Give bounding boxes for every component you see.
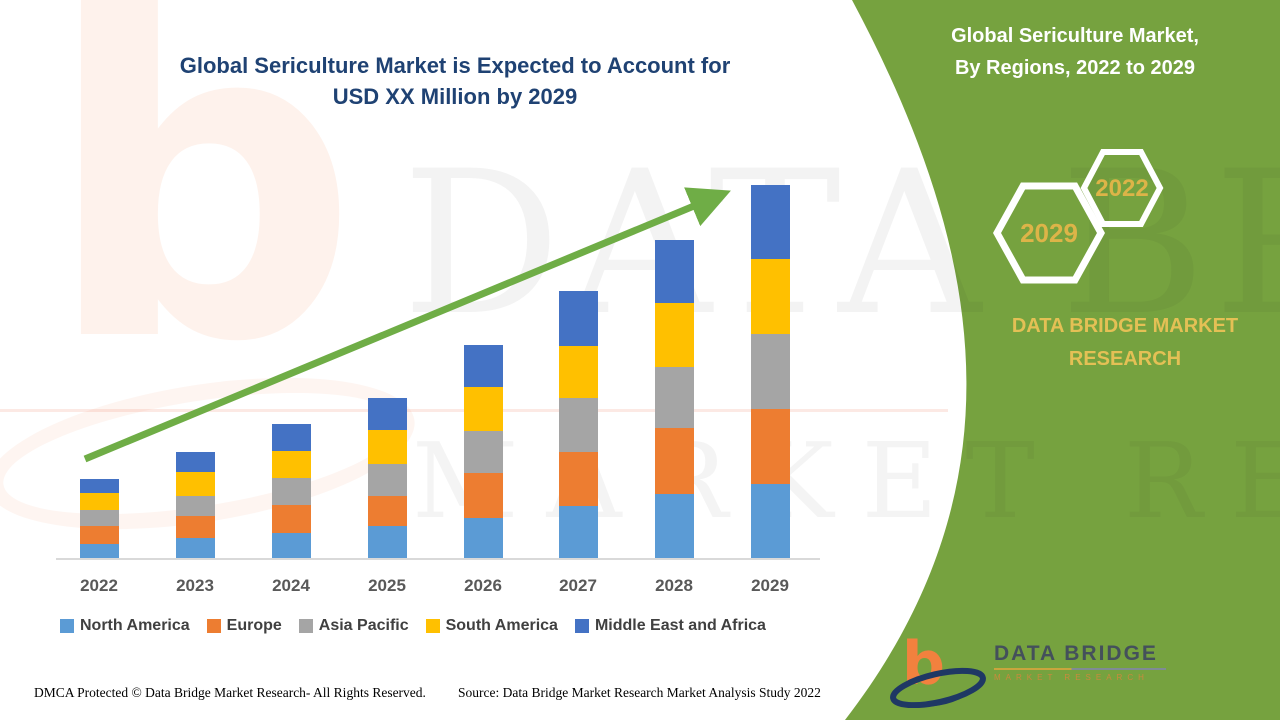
chart-title: Global Sericulture Market is Expected to… <box>105 50 805 112</box>
bar-segment-south-america <box>558 346 598 398</box>
x-axis-label: 2024 <box>272 576 310 595</box>
bar-segment-north-america <box>175 538 215 559</box>
x-axis-line <box>56 558 820 560</box>
bar-segment-north-america <box>654 494 694 559</box>
legend: North America Europe Asia Pacific South Ame… <box>60 617 766 635</box>
year-hexagons: 2022 2029 <box>993 149 1164 284</box>
legend-swatch <box>298 619 313 633</box>
bar-segment-asia-pacific <box>175 496 215 516</box>
x-axis-label: 2026 <box>464 576 502 595</box>
x-axis-label: 2029 <box>751 576 789 595</box>
bar-segment-asia-pacific <box>271 478 311 505</box>
bar-segment-europe <box>175 516 215 538</box>
bar-segment-north-america <box>463 518 503 559</box>
legend-swatch <box>425 619 440 633</box>
legend-item: Europe <box>206 617 282 635</box>
legend-label: Middle East and Africa <box>594 617 766 634</box>
dbmr-logo: b DATA BRIDGE MARKET RESEARCH <box>888 630 1166 708</box>
bar-segment-north-america <box>750 484 790 559</box>
bar-segment-middle-east-and-africa <box>271 424 311 451</box>
svg-text:b: b <box>902 630 945 699</box>
bar-segment-asia-pacific <box>750 334 790 409</box>
dbmr-logo-underline <box>994 668 1166 670</box>
bar-segment-south-america <box>750 259 790 334</box>
bar-segment-europe <box>367 496 407 526</box>
bar-segment-asia-pacific <box>79 510 119 526</box>
legend-label: Europe <box>226 617 282 634</box>
bar-segment-middle-east-and-africa <box>750 185 790 259</box>
bar-segment-asia-pacific <box>558 398 598 452</box>
x-axis-label: 2022 <box>80 576 118 595</box>
bar-segment-middle-east-and-africa <box>558 291 598 346</box>
bar-segment-south-america <box>367 430 407 464</box>
x-axis-label: 2023 <box>176 576 214 595</box>
bar-segment-middle-east-and-africa <box>654 240 694 303</box>
dbmr-logo-subtitle: MARKET RESEARCH <box>994 673 1149 682</box>
bar-segment-europe <box>463 473 503 518</box>
legend-label: North America <box>80 617 190 634</box>
dmca-notice: DMCA Protected © Data Bridge Market Rese… <box>34 685 426 700</box>
side-panel-title: Global Sericulture Market, By Regions, 2… <box>875 20 1275 84</box>
dbmr-logo-mark: b <box>890 630 986 708</box>
brand-line1: DATA BRIDGE MARKET <box>1011 315 1239 337</box>
hexagon-2029-label: 2029 <box>1020 218 1078 248</box>
bar-segment-middle-east-and-africa <box>463 345 503 387</box>
bar-segment-asia-pacific <box>463 431 503 473</box>
legend-swatch <box>206 619 221 633</box>
x-axis-label: 2028 <box>655 576 693 595</box>
bar-segment-europe <box>558 452 598 506</box>
hexagon-2022 <box>1080 149 1164 227</box>
bar-segment-north-america <box>558 506 598 559</box>
hexagon-2029 <box>993 182 1105 284</box>
legend-swatch <box>574 619 589 633</box>
bar-segment-asia-pacific <box>654 367 694 428</box>
legend-label: South America <box>445 617 558 634</box>
legend-item: North America <box>60 617 190 635</box>
side-panel-title-line1: Global Sericulture Market, <box>951 25 1199 47</box>
bar-segment-europe <box>79 526 119 544</box>
bar-segment-north-america <box>79 544 119 559</box>
bar-segment-europe <box>271 505 311 533</box>
hexagon-2022-label: 2022 <box>1095 175 1148 202</box>
bar-segment-south-america <box>79 493 119 510</box>
legend-label: Asia Pacific <box>318 617 409 634</box>
legend-item: South America <box>425 617 558 635</box>
bar-segment-asia-pacific <box>367 464 407 496</box>
dbmr-logo-title: DATA BRIDGE <box>994 642 1158 665</box>
bar-segment-south-america <box>463 387 503 431</box>
source-note: Source: Data Bridge Market Research Mark… <box>458 685 821 700</box>
bar-segment-middle-east-and-africa <box>79 479 119 493</box>
x-axis-label: 2025 <box>368 576 406 595</box>
bar-segment-north-america <box>271 533 311 559</box>
legend-item: Asia Pacific <box>298 617 409 635</box>
chart-title-line1: Global Sericulture Market is Expected to… <box>179 53 731 78</box>
brand-wordmark: DATA BRIDGE MARKET RESEARCH <box>955 310 1280 376</box>
bar-segment-south-america <box>271 451 311 478</box>
bar-segment-middle-east-and-africa <box>175 452 215 472</box>
bar-segment-north-america <box>367 526 407 559</box>
side-panel-title-line2: By Regions, 2022 to 2029 <box>954 57 1196 79</box>
bar-segment-south-america <box>175 472 215 496</box>
bar-segment-europe <box>654 428 694 494</box>
x-axis-label: 2027 <box>559 576 597 595</box>
bar-segment-middle-east-and-africa <box>367 398 407 430</box>
dbmr-logo-text: DATA BRIDGE MARKET RESEARCH <box>994 630 1166 682</box>
brand-line2: RESEARCH <box>1068 348 1182 370</box>
bar-segment-europe <box>750 409 790 484</box>
bar-segment-south-america <box>654 303 694 367</box>
legend-item: Middle East and Africa <box>574 617 766 635</box>
legend-swatch <box>60 619 74 633</box>
chart-title-line2: USD XX Million by 2029 <box>332 84 578 109</box>
